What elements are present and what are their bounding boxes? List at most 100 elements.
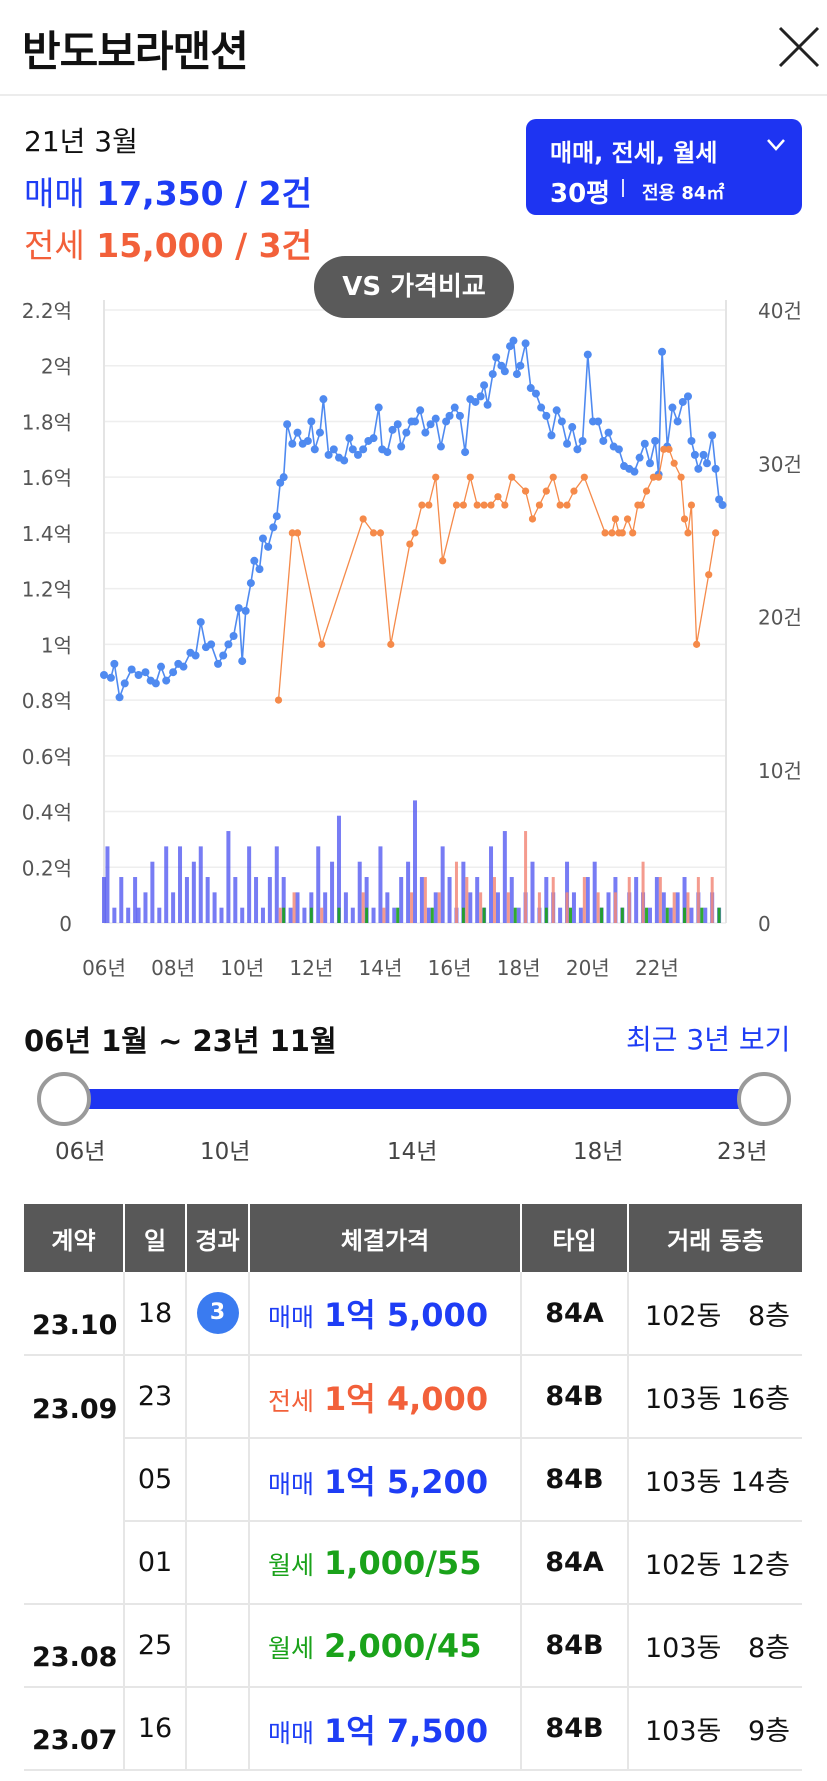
jeonse-volume-bar bbox=[292, 892, 296, 923]
range-slider-end-handle[interactable] bbox=[737, 1072, 791, 1126]
col-header-dong-floor[interactable]: 거래 동층 bbox=[628, 1204, 802, 1272]
unit-type: 84B bbox=[521, 1687, 629, 1771]
sale-volume-bar bbox=[413, 800, 417, 923]
sale-volume-bar bbox=[571, 892, 576, 923]
jeonse-volume-bar bbox=[537, 892, 541, 923]
filter-divider bbox=[622, 179, 624, 197]
price-point bbox=[250, 556, 259, 565]
sale-volume-bar bbox=[475, 877, 480, 923]
col-header-price[interactable]: 체결가격 bbox=[249, 1204, 522, 1272]
table-row[interactable]: 23.08 25 월세 2,000/45 84B 103동 8층 bbox=[24, 1604, 802, 1688]
sale-volume-bar bbox=[330, 861, 335, 923]
monthly-volume-bar bbox=[513, 907, 517, 923]
y2-tick-label: 40건 bbox=[758, 299, 802, 323]
jeonse-volume-bar bbox=[672, 892, 676, 923]
col-header-contract[interactable]: 계약 bbox=[24, 1204, 125, 1272]
price-point bbox=[690, 450, 699, 459]
floor: 8층 bbox=[747, 1633, 790, 1664]
range-slider[interactable] bbox=[37, 1072, 791, 1126]
price-point bbox=[274, 696, 283, 704]
price-point bbox=[718, 501, 727, 510]
price-point bbox=[426, 420, 435, 429]
table-row[interactable]: 01 월세 1,000/55 84A 102동 12층 bbox=[24, 1521, 802, 1605]
close-icon[interactable] bbox=[776, 24, 822, 70]
col-header-type[interactable]: 타입 bbox=[521, 1204, 629, 1272]
sale-volume-bar bbox=[288, 907, 293, 923]
elapsed-cell: 3 bbox=[186, 1272, 250, 1356]
price-point bbox=[512, 370, 521, 379]
range-label: 06년 1월 ~ 23년 11월 bbox=[24, 1024, 337, 1058]
price-point bbox=[466, 473, 474, 481]
sale-volume-bar bbox=[703, 907, 708, 923]
col-header-day[interactable]: 일 bbox=[124, 1204, 187, 1272]
dong: 103동 bbox=[645, 1467, 722, 1498]
price-point bbox=[594, 417, 603, 426]
sale-volume-bar bbox=[336, 815, 341, 923]
price-point bbox=[402, 428, 411, 437]
price-point bbox=[651, 436, 660, 445]
table-row[interactable]: 23.10 18 3 매매 1억 5,000 84A 102동 8층 bbox=[24, 1272, 802, 1356]
sale-volume-bar bbox=[406, 861, 411, 923]
range-slider-start-handle[interactable] bbox=[37, 1072, 91, 1126]
table-row[interactable]: 23.09 23 전세 1억 4,000 84B 103동 16층 bbox=[24, 1355, 802, 1439]
price-point bbox=[509, 336, 518, 345]
y-tick-label: 0.6억 bbox=[22, 745, 72, 769]
price-point bbox=[272, 512, 281, 521]
price-point bbox=[110, 659, 119, 668]
period-label: 21년 3월 bbox=[24, 125, 138, 158]
price-point bbox=[246, 579, 255, 588]
monthly-volume-bar bbox=[365, 907, 369, 923]
sale-volume-bar bbox=[143, 892, 148, 923]
contract-month bbox=[24, 1438, 125, 1521]
sale-volume-bar bbox=[668, 907, 673, 923]
sale-volume-bar bbox=[433, 892, 438, 923]
price-point bbox=[687, 436, 696, 445]
sale-volume-bar bbox=[274, 846, 279, 923]
sale-volume-bar bbox=[102, 877, 106, 923]
price-point bbox=[219, 651, 228, 660]
price-point bbox=[238, 657, 247, 666]
price-point bbox=[492, 353, 501, 362]
dong: 103동 bbox=[645, 1716, 722, 1747]
filter-dropdown[interactable]: 매매, 전세, 월세 30평 전용 84㎡ bbox=[526, 119, 802, 215]
price-point bbox=[353, 450, 362, 459]
y-tick-label: 0 bbox=[59, 912, 72, 936]
sale-volume-bar bbox=[675, 892, 680, 923]
vs-compare-button[interactable]: VS 가격비교 bbox=[314, 256, 514, 318]
price-point bbox=[461, 448, 470, 457]
price-point bbox=[687, 501, 696, 509]
price-point bbox=[683, 392, 692, 401]
price-point bbox=[537, 403, 546, 412]
sale-volume-bar bbox=[126, 907, 131, 923]
price-point bbox=[162, 676, 171, 685]
sale-volume-bar bbox=[585, 877, 590, 923]
deal-kind: 매매 bbox=[268, 1303, 315, 1332]
recent-3-years-link[interactable]: 최근 3년 보기 bbox=[626, 1023, 791, 1056]
x-tick-label: 12년 bbox=[289, 956, 333, 980]
price-point bbox=[169, 668, 178, 677]
col-header-elapsed[interactable]: 경과 bbox=[186, 1204, 250, 1272]
price-point bbox=[702, 459, 711, 468]
price-point bbox=[445, 411, 454, 420]
deal-kind: 매매 bbox=[268, 1718, 315, 1748]
sale-volume-bar bbox=[419, 877, 424, 923]
sale-volume-bar bbox=[558, 907, 563, 923]
monthly-volume-bar bbox=[430, 907, 434, 923]
price-point bbox=[425, 501, 433, 509]
sale-summary: 매매 17,350 / 2건 bbox=[24, 167, 312, 215]
table-row[interactable]: 23.07 16 매매 1억 7,500 84B 103동 9층 bbox=[24, 1687, 802, 1771]
jeonse-volume-bar bbox=[278, 907, 282, 923]
deal-price: 1억 7,500 bbox=[324, 1711, 489, 1750]
price-point bbox=[269, 523, 278, 532]
price-point bbox=[406, 540, 414, 548]
price-point bbox=[369, 529, 378, 537]
x-tick-label: 14년 bbox=[359, 956, 403, 980]
price-point bbox=[705, 571, 713, 579]
price-point bbox=[315, 428, 324, 437]
sale-volume-bar bbox=[461, 861, 466, 923]
jeonse-volume-bar bbox=[479, 892, 483, 923]
price-point bbox=[431, 414, 440, 423]
table-row[interactable]: 05 매매 1억 5,200 84B 103동 14층 bbox=[24, 1438, 802, 1522]
jeonse-volume-bar bbox=[454, 861, 458, 923]
range-tick: 10년 bbox=[200, 1139, 251, 1165]
